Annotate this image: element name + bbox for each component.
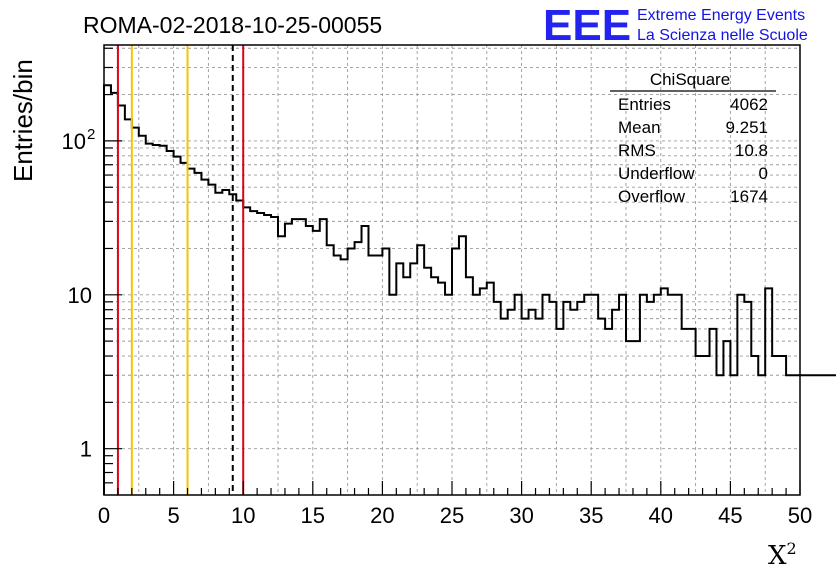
stats-label-overflow: Overflow	[618, 187, 686, 206]
stats-value-entries: 4062	[730, 95, 768, 114]
x-tick-label: 20	[370, 503, 394, 528]
chart-title: ROMA-02-2018-10-25-00055	[83, 12, 382, 38]
x-tick-label: 5	[167, 503, 179, 528]
y-tick-label-exponent: 2	[87, 126, 95, 143]
x-tick-label: 40	[649, 503, 673, 528]
x-tick-label: 35	[579, 503, 603, 528]
stats-label-entries: Entries	[618, 95, 671, 114]
stats-label-rms: RMS	[618, 141, 656, 160]
histogram-series	[103, 84, 836, 495]
logo-line-1: Extreme Energy Events	[637, 7, 805, 24]
x-axis-label-base: X	[768, 541, 787, 571]
x-axis-label-superscript: 2	[787, 539, 797, 558]
histogram-line	[103, 84, 836, 495]
logo-mark: EEE	[543, 1, 631, 50]
stats-value-underflow: 0	[759, 164, 768, 183]
stats-label-mean: Mean	[618, 118, 661, 137]
y-axis-label: Entries/bin	[8, 59, 38, 182]
x-tick-label: 10	[231, 503, 255, 528]
stats-value-overflow: 1674	[730, 187, 768, 206]
x-tick-label: 30	[509, 503, 533, 528]
x-axis-ticks: 0 5 10 15 20 25 30 35 40 45 50	[98, 481, 812, 528]
x-tick-label: 0	[98, 503, 110, 528]
y-tick-label: 10	[68, 283, 92, 308]
x-tick-label: 50	[788, 503, 812, 528]
stats-label-underflow: Underflow	[618, 164, 695, 183]
stats-value-mean: 9.251	[725, 118, 768, 137]
logo-line-2: La Scienza nelle Scuole	[637, 27, 808, 44]
x-tick-label: 25	[440, 503, 464, 528]
stats-box: ChiSquare Entries 4062 Mean 9.251 RMS 10…	[610, 70, 776, 206]
eee-logo: EEE Extreme Energy Events La Scienza nel…	[543, 1, 808, 50]
y-tick-label: 10	[62, 129, 86, 154]
stats-box-title: ChiSquare	[650, 70, 730, 89]
x-axis-label: X2	[768, 539, 797, 571]
x-tick-label: 15	[301, 503, 325, 528]
x-tick-label: 45	[718, 503, 742, 528]
stats-value-rms: 10.8	[735, 141, 768, 160]
y-tick-label: 1	[80, 437, 92, 462]
reference-lines	[116, 45, 245, 495]
